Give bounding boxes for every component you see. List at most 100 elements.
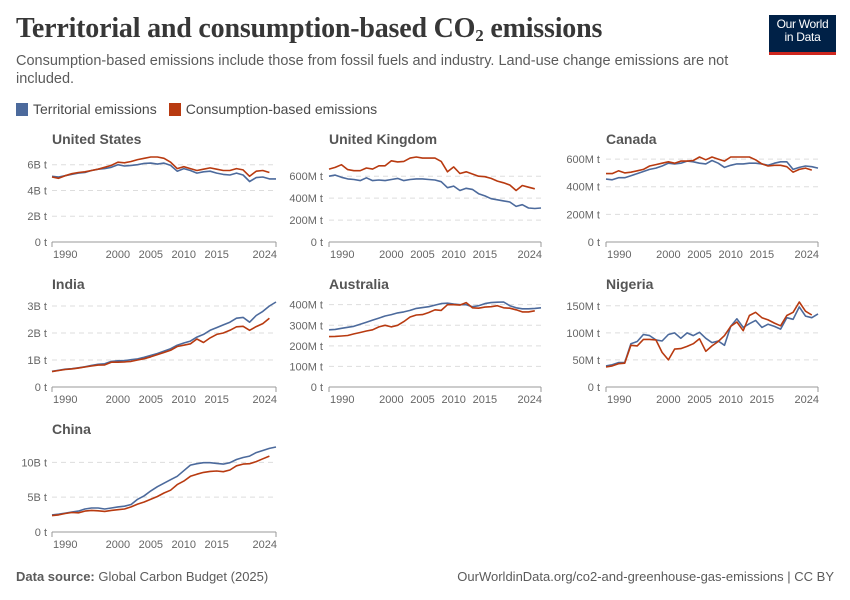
x-tick-label: 2024 [795,394,819,406]
legend: Territorial emissions Consumption-based … [16,101,377,117]
legend-item-consumption[interactable]: Consumption-based emissions [168,101,378,117]
y-tick-label: 4B t [27,185,47,197]
panel-title: Canada [606,131,657,147]
x-tick-label: 2005 [139,249,163,261]
x-tick-label: 2000 [379,394,403,406]
consumption-line [51,317,270,373]
y-tick-label: 10B t [21,457,47,469]
y-tick-label: 5B t [27,492,47,504]
title-text-end: emissions [483,13,603,44]
x-tick-label: 2000 [106,249,130,261]
title-text: Territorial and consumption-based CO [16,13,476,44]
y-tick-label: 600M t [289,171,323,183]
y-tick-label: 1B t [27,355,47,367]
y-tick-label: 0 t [311,237,323,249]
x-tick-label: 2024 [518,394,542,406]
legend-label: Territorial emissions [33,101,157,117]
x-tick-label: 2000 [656,394,680,406]
panel-title: China [52,421,91,437]
y-tick-label: 400M t [566,182,600,194]
x-tick-label: 2005 [687,249,711,261]
x-tick-label: 1990 [607,394,631,406]
panel-title: Australia [329,276,389,292]
y-tick-label: 400M t [289,193,323,205]
data-source: Data source: Global Carbon Budget (2025) [16,569,268,584]
y-tick-label: 0 t [35,527,47,539]
territorial-line [328,301,542,331]
panel-title: United Kingdom [329,131,437,147]
territorial-line [605,306,819,367]
panel-title: India [52,276,85,292]
y-tick-label: 0 t [35,237,47,249]
consumption-line [328,156,535,192]
y-tick-label: 0 t [588,382,600,394]
x-tick-label: 2010 [441,394,465,406]
legend-swatch-consumption [168,102,181,116]
consumption-line [51,455,270,517]
x-tick-label: 2015 [750,394,774,406]
logo-line-1: Our World [776,17,829,31]
y-tick-label: 200M t [289,341,323,353]
x-tick-label: 2010 [718,249,742,261]
legend-label: Consumption-based emissions [185,101,378,117]
x-tick-label: 1990 [607,249,631,261]
territorial-line [51,446,277,516]
x-tick-label: 2024 [253,539,277,551]
x-tick-label: 2015 [204,539,228,551]
y-tick-label: 100M t [566,328,600,340]
x-tick-label: 2015 [473,249,497,261]
panel-india: India 0 t 1B t 2B t 3B t 1990 2000 2005 2010 2015… [27,276,277,406]
source-value[interactable]: Global Carbon Budget (2025) [98,569,269,584]
x-tick-label: 2024 [253,249,277,261]
legend-item-territorial[interactable]: Territorial emissions [16,101,157,117]
owid-logo[interactable]: Our World in Data [769,15,836,55]
footer-url[interactable]: OurWorldinData.org/co2-and-greenhouse-ga… [457,569,834,584]
consumption-line [328,301,535,338]
y-tick-label: 0 t [588,237,600,249]
chart-title: Territorial and consumption-based CO2 em… [16,13,602,46]
y-tick-label: 0 t [35,382,47,394]
panel-china: China 0 t 5B t 10B t 1990 2000 2005 2010 2015 202… [21,421,277,551]
y-tick-label: 200M t [566,209,600,221]
y-tick-label: 200M t [289,215,323,227]
panel-nigeria: Nigeria 0 t 50M t 100M t 150M t 1990 2000 2005 2… [566,276,819,406]
y-tick-label: 50M t [572,355,600,367]
title-subscript: 2 [475,26,484,45]
x-tick-label: 2000 [379,249,403,261]
x-tick-label: 2024 [518,249,542,261]
territorial-line [605,159,819,181]
x-tick-label: 2015 [473,394,497,406]
panel-united-states: United States 0 t 2B t 4B t 6B t 1990 2000 2005… [27,131,277,261]
x-tick-label: 2000 [106,539,130,551]
y-tick-label: 6B t [27,160,47,172]
x-tick-label: 2015 [204,249,228,261]
y-tick-label: 2B t [27,328,47,340]
consumption-line [605,301,813,368]
y-tick-label: 0 t [311,382,323,394]
panel-canada: Canada 0 t 200M t 400M t 600M t 1990 2000 2005 2… [566,131,819,261]
y-tick-label: 600M t [566,154,600,166]
y-tick-label: 3B t [27,301,47,313]
panel-australia: Australia 0 t 100M t 200M t 300M t 400M t 1990… [289,276,542,406]
x-tick-label: 2005 [410,249,434,261]
x-tick-label: 2010 [718,394,742,406]
territorial-line [51,301,277,373]
x-tick-label: 2015 [204,394,228,406]
x-tick-label: 2005 [687,394,711,406]
x-tick-label: 2005 [139,394,163,406]
x-tick-label: 1990 [330,394,354,406]
x-tick-label: 2000 [106,394,130,406]
x-tick-label: 2015 [750,249,774,261]
x-tick-label: 2024 [253,394,277,406]
legend-swatch-territorial [16,102,28,116]
x-tick-label: 1990 [53,249,77,261]
x-tick-label: 2010 [172,539,196,551]
source-label: Data source: [16,569,95,584]
y-tick-label: 2B t [27,211,47,223]
x-tick-label: 1990 [53,539,77,551]
y-tick-label: 100M t [289,361,323,373]
x-tick-label: 2010 [441,249,465,261]
x-tick-label: 2000 [656,249,680,261]
y-tick-label: 300M t [289,320,323,332]
